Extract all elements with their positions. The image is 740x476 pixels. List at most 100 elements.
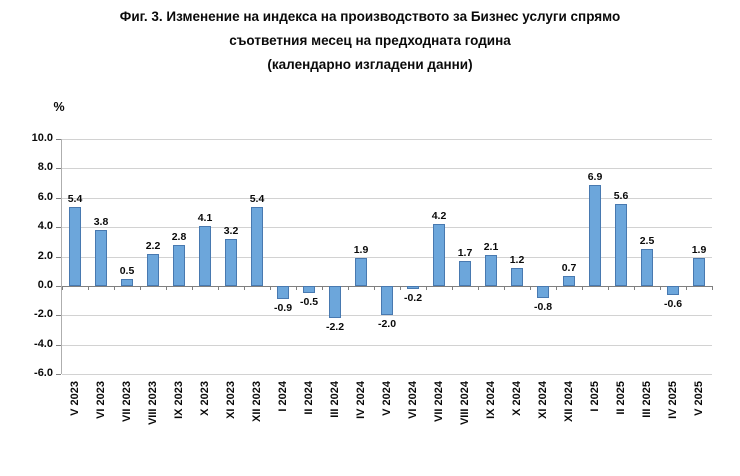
figure-title-line-2: съответния месец на предходната година: [229, 33, 511, 48]
bar-value-label: 5.6: [613, 189, 629, 202]
bar-value-label: 0.7: [561, 261, 577, 274]
bar-value-label: 5.4: [67, 192, 83, 205]
gridline: [62, 256, 712, 258]
bar-value-label: 3.2: [223, 224, 239, 237]
x-axis-label-cell: X 2023: [192, 381, 218, 467]
bar-IX 2024: [485, 255, 497, 286]
y-axis-tick-label: -4.0: [34, 337, 53, 350]
x-axis-tick: [452, 285, 453, 290]
x-axis-label-cell: X 2024: [504, 381, 530, 467]
x-axis-label: I 2025: [589, 381, 601, 412]
x-axis-label: VI 2024: [407, 381, 419, 419]
x-axis-label-cell: I 2024: [270, 381, 296, 467]
x-axis-tick: [322, 285, 323, 290]
bar-value-label: 1.9: [353, 243, 369, 256]
bar-V 2025: [693, 257, 705, 286]
x-axis-tick: [88, 285, 89, 290]
x-axis-label: IV 2024: [355, 381, 367, 419]
x-axis-label-cell: VIII 2023: [140, 381, 166, 467]
bar-I 2024: [277, 285, 289, 300]
x-axis-label: VII 2024: [433, 381, 445, 422]
x-axis-label: VIII 2023: [147, 381, 159, 426]
x-axis-tick: [114, 285, 115, 290]
x-axis-tick: [426, 285, 427, 290]
x-axis-tick: [296, 285, 297, 290]
bar-value-label: -2.2: [325, 321, 345, 334]
y-axis-tick: [56, 344, 61, 346]
bar-value-label: 2.8: [171, 230, 187, 243]
bar-value-label: 1.9: [691, 243, 707, 256]
y-axis-line: [61, 139, 62, 374]
y-axis-tick-label: 10.0: [31, 132, 53, 144]
y-axis-tick: [56, 315, 61, 317]
y-axis-tick: [56, 227, 61, 229]
x-axis-label-cell: VI 2024: [400, 381, 426, 467]
bar-XI 2024: [537, 285, 549, 298]
x-axis-label-cell: V 2023: [62, 381, 88, 467]
bar-value-label: 1.7: [457, 246, 473, 259]
x-axis-label-cell: XI 2024: [530, 381, 556, 467]
x-axis-category-labels: V 2023 VI 2023 VII 2023 VIII 2023 IX 2023 X 2…: [62, 381, 712, 467]
y-axis-tick: [56, 374, 61, 375]
x-axis-tick: [140, 285, 141, 290]
x-axis-tick: [218, 285, 219, 290]
x-axis-tick: [686, 285, 687, 290]
bar-value-label: 4.2: [431, 210, 447, 223]
bar-III 2024: [329, 285, 341, 319]
gridline: [62, 227, 712, 229]
bar-X 2023: [199, 225, 211, 286]
bar-III 2025: [641, 249, 653, 286]
x-axis-label-cell: IX 2024: [478, 381, 504, 467]
y-axis-tick: [56, 285, 61, 287]
x-axis-label-cell: IV 2025: [660, 381, 686, 467]
bar-VIII 2023: [147, 253, 159, 286]
x-axis-label-cell: XII 2024: [556, 381, 582, 467]
bar-value-label: -0.5: [299, 296, 319, 309]
x-axis-label-cell: I 2025: [582, 381, 608, 467]
y-axis-tick-labels: 10.0 8.0 6.0 4.0 2.0 0.0 -2.0 -4.0 -6.0: [0, 132, 57, 379]
x-axis-label: XI 2024: [537, 381, 549, 419]
figure-title-line-3: (календарно изгладени данни): [267, 57, 473, 72]
bar-value-label: 2.1: [483, 241, 499, 254]
bar-value-label: 1.2: [509, 254, 525, 267]
x-axis-label: VII 2023: [121, 381, 133, 422]
x-axis-label-cell: V 2024: [374, 381, 400, 467]
y-axis-tick: [56, 256, 61, 258]
x-axis-label-cell: VI 2023: [88, 381, 114, 467]
y-axis-tick: [56, 197, 61, 199]
bar-XII 2023: [251, 206, 263, 286]
x-axis-label: III 2024: [329, 381, 341, 418]
gridline: [62, 315, 712, 317]
bar-value-label: 3.8: [93, 216, 109, 229]
x-axis-tick: [712, 285, 713, 290]
y-axis-tick: [56, 139, 61, 140]
bar-value-label: 5.4: [249, 192, 265, 205]
x-axis-tick: [374, 285, 375, 290]
bar-I 2025: [589, 184, 601, 286]
x-axis-tick: [478, 285, 479, 290]
bar-value-label: 4.1: [197, 211, 213, 224]
x-axis-label-cell: II 2025: [608, 381, 634, 467]
x-axis-label-cell: IX 2023: [166, 381, 192, 467]
figure-title-line-1: Фиг. 3. Изменение на индекса на производ…: [119, 9, 621, 24]
x-axis-tick: [62, 285, 63, 290]
bar-VI 2024: [407, 285, 419, 289]
bar-VII 2023: [121, 278, 133, 286]
x-axis-label-cell: VII 2023: [114, 381, 140, 467]
x-axis-label: IX 2024: [485, 381, 497, 419]
x-axis-label: II 2024: [303, 381, 315, 415]
bar-value-label: 6.9: [587, 170, 603, 183]
gridline: [62, 168, 712, 170]
x-axis-label: III 2025: [641, 381, 653, 418]
bar-VIII 2024: [459, 260, 471, 286]
x-axis-tick: [634, 285, 635, 290]
bar-value-label: 2.5: [639, 235, 655, 248]
bar-value-label: -0.2: [403, 291, 423, 304]
y-axis-tick-label: 4.0: [37, 220, 53, 233]
x-axis-tick: [166, 285, 167, 290]
x-axis-label: IX 2023: [173, 381, 185, 419]
x-axis-label: XI 2023: [225, 381, 237, 419]
x-axis-label-cell: V 2025: [686, 381, 712, 467]
bar-V 2024: [381, 285, 393, 316]
x-axis-label: V 2023: [69, 381, 81, 416]
